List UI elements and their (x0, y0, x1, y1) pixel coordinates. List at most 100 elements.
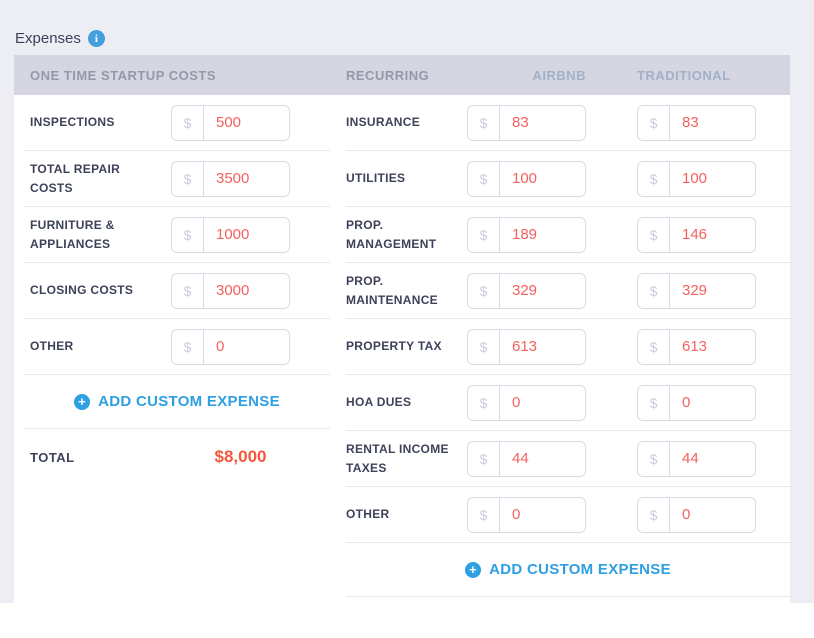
row-hoa-dues: HOA DUES $ $ (346, 375, 790, 431)
add-custom-expense-button[interactable]: + ADD CUSTOM EXPENSE (459, 560, 677, 579)
total-value: $8,000 (214, 447, 267, 466)
plus-circle-icon: + (465, 561, 482, 578)
insurance-airbnb-input[interactable] (500, 105, 585, 140)
row-property-tax: PROPERTY TAX $ $ (346, 319, 790, 375)
prop-maintenance-airbnb-input[interactable] (500, 273, 585, 308)
row-inspections: INSPECTIONS $ (24, 95, 330, 151)
expense-label: CLOSING COSTS (30, 283, 134, 298)
dollar-prefix: $ (172, 329, 204, 364)
row-closing-costs: CLOSING COSTS $ (24, 263, 330, 319)
property-tax-airbnb-input-group: $ (467, 328, 586, 365)
utilities-traditional-input[interactable] (670, 161, 755, 196)
plus-circle-icon: + (74, 393, 91, 410)
dollar-prefix: $ (638, 329, 670, 364)
startup-total-row: TOTAL $8,000 (24, 429, 330, 485)
header-one-time-startup-costs: ONE TIME STARTUP COSTS (30, 67, 217, 83)
header-column-airbnb: AIRBNB (532, 67, 586, 83)
prop-management-traditional-input[interactable] (670, 217, 755, 252)
utilities-airbnb-input[interactable] (500, 161, 585, 196)
property-tax-traditional-input[interactable] (670, 329, 755, 364)
other-startup-input-group: $ (171, 328, 290, 365)
dollar-prefix: $ (468, 161, 500, 196)
property-tax-traditional-input-group: $ (637, 328, 756, 365)
row-other-startup: OTHER $ (24, 319, 330, 375)
other-startup-input[interactable] (204, 329, 289, 364)
header-column-traditional: TRADITIONAL (637, 67, 731, 83)
furniture-input-group: $ (171, 216, 290, 253)
utilities-airbnb-input-group: $ (467, 160, 586, 197)
header-recurring-group: RECURRING AIRBNB TRADITIONAL (345, 68, 790, 83)
row-utilities: UTILITIES $ $ (346, 151, 790, 207)
inspections-input-group: $ (171, 104, 290, 141)
dollar-prefix: $ (468, 385, 500, 420)
row-total-repair-costs: TOTAL REPAIR COSTS $ (24, 151, 330, 207)
row-other-recurring: OTHER $ $ (346, 487, 790, 543)
add-custom-expense-button[interactable]: + ADD CUSTOM EXPENSE (68, 392, 286, 411)
expense-label: PROP. MAINTENANCE (346, 273, 438, 307)
other-recurring-airbnb-input-group: $ (467, 496, 586, 533)
dollar-prefix: $ (638, 385, 670, 420)
repair-costs-input-group: $ (171, 160, 290, 197)
dollar-prefix: $ (468, 497, 500, 532)
repair-costs-input[interactable] (204, 161, 289, 196)
startup-costs-column: INSPECTIONS $ TOTAL REPAIR COSTS $ FURNI… (14, 95, 345, 597)
expenses-table-header: ONE TIME STARTUP COSTS RECURRING AIRBNB … (14, 55, 790, 95)
expense-label: INSPECTIONS (30, 115, 115, 130)
dollar-prefix: $ (638, 273, 670, 308)
dollar-prefix: $ (172, 273, 204, 308)
prop-maintenance-traditional-input[interactable] (670, 273, 755, 308)
expense-label: INSURANCE (346, 115, 421, 130)
hoa-dues-traditional-input[interactable] (670, 385, 755, 420)
expense-label: OTHER (346, 507, 390, 522)
section-title-row: Expenses i (15, 30, 105, 47)
other-recurring-airbnb-input[interactable] (500, 497, 585, 532)
row-insurance: INSURANCE $ $ (346, 95, 790, 151)
hoa-dues-traditional-input-group: $ (637, 384, 756, 421)
property-tax-airbnb-input[interactable] (500, 329, 585, 364)
expense-label: PROPERTY TAX (346, 339, 442, 354)
dollar-prefix: $ (468, 105, 500, 140)
closing-costs-input[interactable] (204, 273, 289, 308)
prop-management-traditional-input-group: $ (637, 216, 756, 253)
insurance-traditional-input[interactable] (670, 105, 755, 140)
row-furniture-appliances: FURNITURE & APPLIANCES $ (24, 207, 330, 263)
add-custom-expense-label: ADD CUSTOM EXPENSE (489, 561, 671, 578)
hoa-dues-airbnb-input[interactable] (500, 385, 585, 420)
dollar-prefix: $ (638, 441, 670, 476)
prop-management-airbnb-input-group: $ (467, 216, 586, 253)
prop-management-airbnb-input[interactable] (500, 217, 585, 252)
dollar-prefix: $ (468, 329, 500, 364)
expense-label: HOA DUES (346, 395, 412, 410)
expense-label: UTILITIES (346, 171, 406, 186)
dollar-prefix: $ (638, 217, 670, 252)
recurring-add-custom-row: + ADD CUSTOM EXPENSE (346, 543, 790, 597)
furniture-input[interactable] (204, 217, 289, 252)
dollar-prefix: $ (468, 273, 500, 308)
rental-income-taxes-airbnb-input[interactable] (500, 441, 585, 476)
dollar-prefix: $ (468, 217, 500, 252)
insurance-traditional-input-group: $ (637, 104, 756, 141)
rental-income-taxes-airbnb-input-group: $ (467, 440, 586, 477)
header-recurring: RECURRING (346, 67, 430, 83)
closing-costs-input-group: $ (171, 272, 290, 309)
startup-add-custom-row: + ADD CUSTOM EXPENSE (24, 375, 330, 429)
hoa-dues-airbnb-input-group: $ (467, 384, 586, 421)
rental-income-taxes-traditional-input[interactable] (670, 441, 755, 476)
add-custom-expense-label: ADD CUSTOM EXPENSE (98, 393, 280, 410)
dollar-prefix: $ (172, 105, 204, 140)
row-rental-income-taxes: RENTAL INCOME TAXES $ $ (346, 431, 790, 487)
other-recurring-traditional-input[interactable] (670, 497, 755, 532)
insurance-airbnb-input-group: $ (467, 104, 586, 141)
recurring-costs-column: INSURANCE $ $ UTILITIES $ (345, 95, 790, 597)
expenses-card: ONE TIME STARTUP COSTS RECURRING AIRBNB … (14, 55, 790, 638)
inspections-input[interactable] (204, 105, 289, 140)
rental-income-taxes-traditional-input-group: $ (637, 440, 756, 477)
row-prop-maintenance: PROP. MAINTENANCE $ $ (346, 263, 790, 319)
dollar-prefix: $ (638, 497, 670, 532)
expense-label: OTHER (30, 339, 74, 354)
prop-maintenance-traditional-input-group: $ (637, 272, 756, 309)
dollar-prefix: $ (172, 217, 204, 252)
expense-label: FURNITURE & APPLIANCES (30, 217, 115, 251)
info-icon[interactable]: i (87, 30, 105, 47)
utilities-traditional-input-group: $ (637, 160, 756, 197)
